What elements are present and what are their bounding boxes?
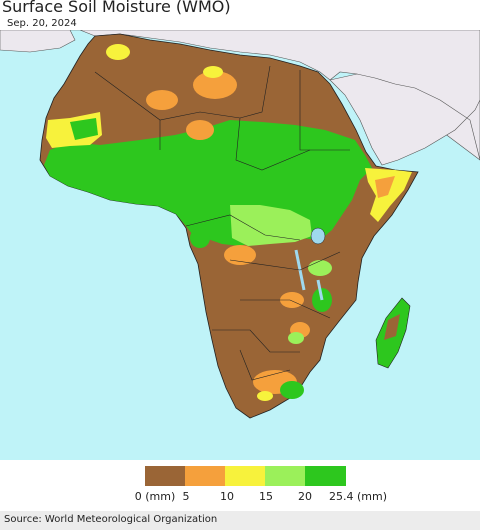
congo-orange bbox=[224, 245, 256, 265]
legend-tick-4: 20 bbox=[298, 490, 312, 503]
legend-swatch-1 bbox=[185, 466, 225, 486]
zambia-orange bbox=[280, 292, 304, 308]
algeria-orange bbox=[146, 90, 178, 110]
arabia bbox=[329, 73, 480, 166]
legend-ticks: 0 (mm) 5 10 15 20 25.4 (mm) bbox=[0, 490, 480, 504]
legend-tick-5: 25.4 (mm) bbox=[328, 490, 388, 503]
west-green bbox=[70, 118, 98, 140]
chad-orange bbox=[186, 120, 214, 140]
legend-swatch-0 bbox=[145, 466, 185, 486]
tanzania-green bbox=[308, 260, 332, 276]
map-title: Surface Soil Moisture (WMO) bbox=[2, 0, 231, 16]
libya-orange bbox=[193, 71, 237, 99]
iberia bbox=[0, 30, 76, 53]
country-borders bbox=[94, 65, 350, 381]
zim-green bbox=[288, 332, 304, 344]
legend-tick-3: 15 bbox=[259, 490, 273, 503]
light-green-patch bbox=[230, 205, 312, 246]
legend-swatch-2 bbox=[225, 466, 265, 486]
morocco-yellow bbox=[106, 44, 130, 60]
legend-swatch-3 bbox=[265, 466, 305, 486]
source-credit: Source: World Meteorological Organizatio… bbox=[4, 514, 218, 525]
map-date: Sep. 20, 2024 bbox=[7, 18, 77, 29]
footer-bar bbox=[0, 511, 480, 530]
horn-orange bbox=[375, 176, 395, 198]
legend-tick-0: 0 (mm) bbox=[134, 490, 176, 503]
gabon-green bbox=[190, 228, 210, 248]
libya-yellow bbox=[203, 66, 223, 78]
soil-moisture-map bbox=[0, 30, 480, 460]
sa-yellow bbox=[257, 391, 273, 401]
madagascar-brown bbox=[384, 314, 400, 340]
legend-tick-1: 5 bbox=[182, 490, 190, 503]
legend-bar bbox=[145, 466, 346, 486]
legend-tick-2: 10 bbox=[220, 490, 234, 503]
sa-green bbox=[280, 381, 304, 399]
lake-victoria bbox=[310, 227, 326, 245]
legend-swatch-4 bbox=[305, 466, 346, 486]
lake-malawi bbox=[316, 279, 324, 301]
